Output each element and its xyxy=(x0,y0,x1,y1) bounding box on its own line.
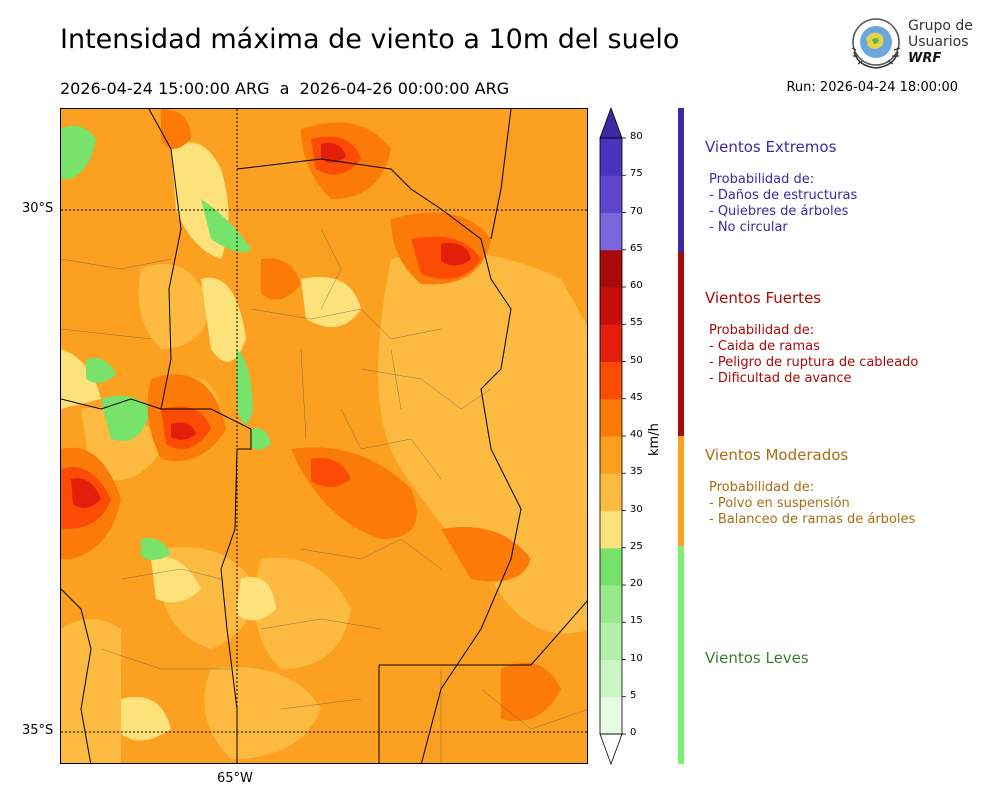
model-run: Run: 2026-04-24 18:00:00 xyxy=(786,80,958,95)
category-desc-fuertes: Probabilidad de: - Caida de ramas - Peli… xyxy=(709,323,918,387)
logo-line-1: Grupo de xyxy=(908,18,973,34)
desc-line: Probabilidad de: xyxy=(709,323,815,338)
colorbar-segment xyxy=(600,659,622,698)
wind-map xyxy=(60,108,588,764)
band-moderados xyxy=(678,436,684,546)
category-desc-extremos: Probabilidad de: - Daños de estructuras … xyxy=(709,172,857,236)
colorbar-tick-label: 30 xyxy=(630,503,643,515)
colorbar-segment xyxy=(600,324,622,362)
category-title-fuertes: Vientos Fuertes xyxy=(705,289,822,307)
colorbar-tick-label: 60 xyxy=(630,280,643,291)
colorbar-segment xyxy=(600,436,622,474)
desc-line: - No circular xyxy=(709,220,788,235)
colorbar-tick-label: 75 xyxy=(630,168,643,180)
colorbar-segment xyxy=(600,212,622,251)
desc-line: - Daños de estructuras xyxy=(709,188,858,203)
colorbar-segment xyxy=(600,249,622,288)
desc-line: - Polvo en suspensión xyxy=(709,496,850,511)
colorbar-tick-label: 55 xyxy=(630,317,643,329)
logo-line-3: WRF xyxy=(908,51,942,66)
colorbar-tick-label: 35 xyxy=(630,466,643,478)
lat-label-35s: 35°S xyxy=(22,723,54,738)
category-title-moderados: Vientos Moderados xyxy=(705,446,849,464)
colorbar-segment xyxy=(600,585,622,623)
colorbar-segment xyxy=(600,622,622,660)
colorbar-tick-label: 70 xyxy=(630,205,643,217)
colorbar-segment xyxy=(600,696,622,735)
desc-line: - Caida de ramas xyxy=(709,339,820,354)
colorbar-unit: km/h xyxy=(647,423,662,456)
colorbar-segment xyxy=(600,473,622,511)
colorbar-segment xyxy=(600,175,622,213)
desc-line: - Balanceo de ramas de árboles xyxy=(709,512,916,527)
colorbar-segment xyxy=(600,547,622,586)
logo-line-2: Usuarios xyxy=(908,34,969,50)
colorbar-scale xyxy=(599,106,626,766)
band-leves xyxy=(678,546,684,764)
forecast-period: 2026-04-24 15:00:00 ARG a 2026-04-26 00:… xyxy=(60,79,510,98)
colorbar-tick-label: 5 xyxy=(630,689,637,701)
globe-icon xyxy=(851,18,901,69)
colorbar-segment xyxy=(600,138,622,176)
desc-line: - Peligro de ruptura de cableado xyxy=(709,355,919,370)
band-extremos xyxy=(678,108,684,252)
desc-line: Probabilidad de: xyxy=(709,172,815,187)
colorbar-overflow-arrow xyxy=(599,106,623,139)
category-title-extremos: Vientos Extremos xyxy=(705,138,837,156)
colorbar-tick-label: 25 xyxy=(630,540,643,552)
colorbar-tick-label: 45 xyxy=(630,391,643,403)
colorbar-underflow-arrow xyxy=(599,733,623,766)
wrf-logo: Grupo de Usuarios WRF xyxy=(848,16,973,72)
category-desc-moderados: Probabilidad de: - Polvo en suspensión -… xyxy=(709,480,915,528)
desc-line: - Dificultad de avance xyxy=(709,371,852,386)
wind-map-canvas xyxy=(61,109,587,763)
category-title-leves: Vientos Leves xyxy=(705,649,809,667)
colorbar-tick-label: 20 xyxy=(630,578,643,589)
colorbar-tick-label: 50 xyxy=(630,354,643,366)
colorbar-segment xyxy=(600,398,622,437)
lon-label-65w: 65°W xyxy=(217,771,253,786)
desc-line: Probabilidad de: xyxy=(709,480,815,495)
colorbar-tick-label: 0 xyxy=(630,727,637,738)
colorbar-tick-label: 65 xyxy=(630,242,643,254)
band-fuertes xyxy=(678,252,684,436)
colorbar-tick-label: 80 xyxy=(630,131,643,142)
lat-label-30s: 30°S xyxy=(22,201,54,216)
colorbar-tick-label: 40 xyxy=(630,429,643,440)
colorbar-tick-label: 15 xyxy=(630,615,643,627)
colorbar-segment xyxy=(600,510,622,549)
map-title: Intensidad máxima de viento a 10m del su… xyxy=(60,24,680,55)
colorbar-segment xyxy=(600,287,622,325)
colorbar-tick-label: 10 xyxy=(630,652,643,664)
desc-line: - Quiebres de árboles xyxy=(709,204,849,219)
colorbar xyxy=(596,100,676,772)
colorbar-segment xyxy=(600,361,622,400)
